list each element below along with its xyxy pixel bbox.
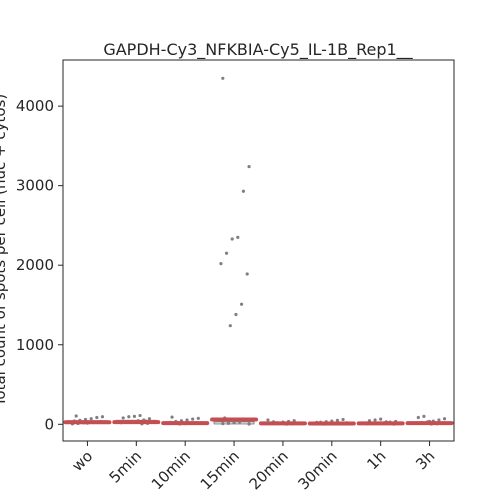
data-point	[422, 414, 426, 418]
data-point	[89, 417, 93, 421]
data-point	[228, 324, 232, 328]
x-tick-label: 1h	[363, 447, 389, 473]
data-point	[224, 251, 229, 255]
x-tick-label: wo	[68, 447, 96, 475]
y-tick-label: 1000	[16, 336, 54, 354]
data-point	[335, 418, 340, 422]
data-point	[437, 418, 441, 422]
data-point	[138, 413, 142, 418]
data-point	[247, 422, 251, 426]
data-point	[127, 415, 131, 419]
data-point	[95, 415, 99, 420]
data-point	[132, 414, 137, 418]
x-tick-label: 5min	[106, 447, 145, 486]
x-tick-label: 20min	[246, 447, 292, 493]
y-tick-label: 4000	[16, 97, 54, 115]
data-point	[185, 418, 189, 422]
data-point	[121, 416, 125, 420]
y-tick-label: 2000	[16, 256, 54, 274]
data-point	[373, 418, 377, 422]
data-point	[219, 262, 223, 266]
data-point	[226, 421, 231, 425]
plot-area: 0 1000 2000 3000 4000 wo 5min 10min 15min 20min 30…	[16, 76, 454, 493]
data-point	[239, 302, 244, 306]
data-point	[221, 422, 225, 426]
data-point	[416, 415, 420, 420]
data-point	[442, 417, 447, 421]
data-point	[245, 272, 249, 276]
data-point	[236, 235, 240, 239]
chart-title: GAPDH-Cy3_NFKBIA-Cy5_IL-1B_Rep1__	[103, 40, 413, 60]
data-point	[379, 417, 383, 421]
x-tick-label: 3h	[412, 447, 438, 473]
data-point	[191, 417, 195, 421]
data-point	[266, 418, 270, 422]
x-tick-label: 15min	[197, 447, 243, 493]
data-point	[170, 415, 174, 419]
data-point	[241, 189, 246, 193]
data-point	[147, 417, 152, 421]
data-point	[196, 416, 200, 420]
axes-frame	[62, 59, 455, 442]
data-point	[74, 414, 78, 418]
data-point	[230, 237, 234, 241]
y-tick-label: 3000	[16, 177, 54, 195]
data-point	[247, 164, 251, 169]
y-axis-label: Total count of spots per cell (nuc + cyt…	[0, 94, 9, 407]
data-point	[100, 415, 105, 419]
data-point	[341, 417, 345, 422]
x-tick-label: 10min	[148, 447, 194, 493]
data-point	[221, 76, 225, 80]
x-tick-label: 30min	[294, 447, 340, 493]
y-tick-label: 0	[44, 415, 54, 433]
data-point	[234, 312, 238, 317]
data-point	[232, 421, 236, 425]
